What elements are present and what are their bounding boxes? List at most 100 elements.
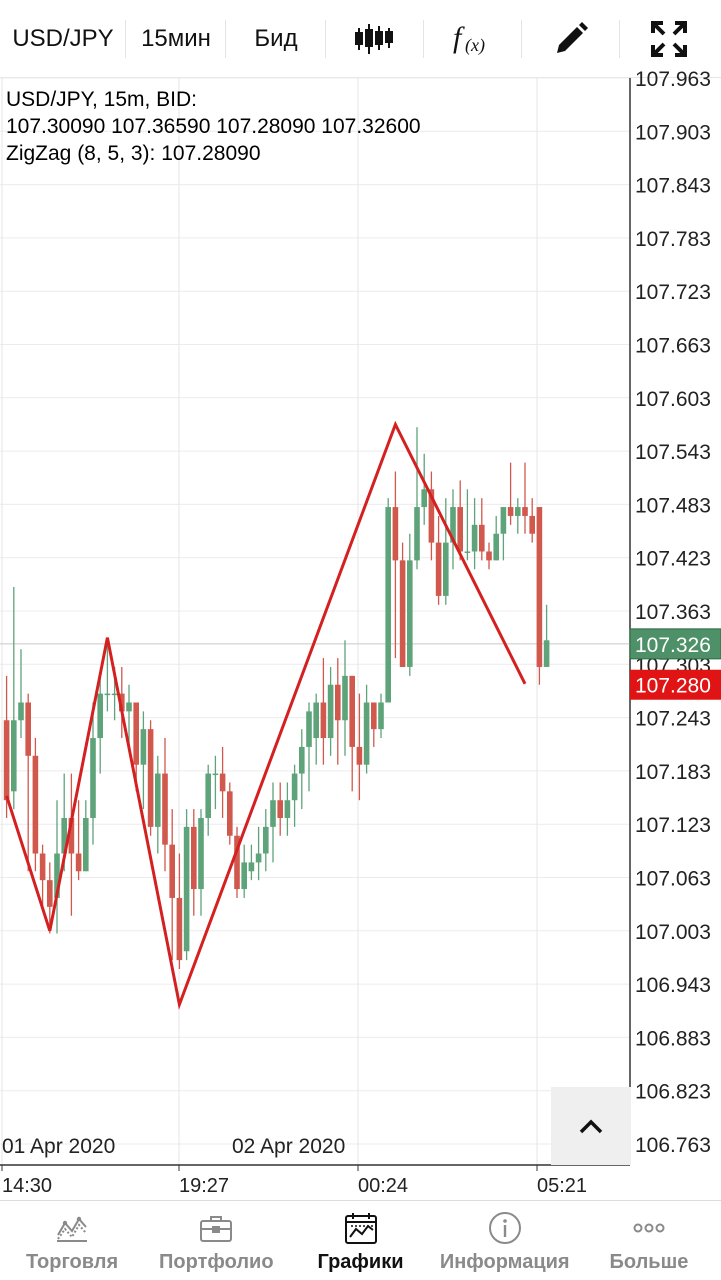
price-axis-label: 107.783 [635, 228, 711, 251]
price-axis: 107.963 107.903 107.843 107.783 107.723 107.6… [629, 68, 721, 1157]
candle-body [90, 738, 96, 818]
candle-body [313, 702, 319, 739]
chart-type-button[interactable] [326, 0, 424, 78]
zigzag-line [5, 420, 527, 1011]
drawing-tools-button[interactable] [522, 0, 620, 78]
candle-body [500, 507, 507, 534]
candle-body [435, 542, 442, 596]
candle-body [284, 800, 291, 818]
candle-body [234, 835, 240, 890]
candle-body [18, 702, 24, 721]
candle-body [522, 507, 528, 516]
candle-body [349, 675, 355, 747]
candle-body [263, 826, 269, 854]
candle-body [198, 817, 204, 890]
candle-body [75, 853, 82, 872]
candle-body [392, 507, 399, 561]
candle-body [147, 729, 154, 827]
candle-body [471, 524, 478, 552]
function-icon: f (x) [453, 21, 485, 56]
chart-info-panel: USD/JPY, 15m, BID: 107.30090 107.36590 1… [6, 86, 421, 167]
price-axis-label: 107.903 [635, 121, 711, 144]
candle-body [11, 720, 17, 792]
price-axis-label: 107.363 [635, 601, 711, 624]
candle-body [169, 844, 175, 898]
price-type-label: Бид [254, 24, 298, 52]
zigzag-value-badge [630, 669, 721, 700]
candle-body [486, 551, 492, 561]
candle-body [270, 800, 276, 827]
price-axis-label: 107.483 [635, 494, 711, 517]
candle-body [191, 826, 197, 890]
candle-body [97, 693, 103, 739]
nav-item-portfolio[interactable]: Портфолио [144, 1201, 288, 1280]
time-axis-label: 19:27 [179, 1175, 229, 1197]
candle-body [241, 862, 247, 890]
candle-body [183, 826, 190, 952]
candle-body [479, 524, 485, 552]
candle-body [327, 684, 334, 739]
price-axis-label: 107.063 [635, 868, 711, 891]
candle-body [68, 817, 75, 854]
more-icon [633, 1223, 665, 1233]
candle-body [140, 729, 147, 765]
candle-body [212, 773, 219, 776]
candle-body [83, 817, 89, 872]
candle-body [385, 507, 391, 703]
candle-body [543, 640, 550, 667]
nav-item-charts[interactable]: Графики [288, 1201, 432, 1280]
date-label: 02 Apr 2020 [232, 1135, 345, 1158]
top-toolbar: USD/JPY 15мин Бид f (x) [0, 0, 721, 78]
candle-body [457, 507, 463, 552]
candle-body [162, 773, 168, 845]
time-axis-label: 14:30 [2, 1175, 52, 1197]
candlestick-icon [355, 23, 393, 54]
candle-body [371, 702, 377, 730]
price-chart[interactable]: 107.963 107.903 107.843 107.783 107.723 107.6… [0, 0, 721, 1200]
candle-body [47, 880, 53, 907]
scroll-to-latest-button[interactable] [551, 1087, 631, 1165]
candle-body [299, 746, 305, 774]
fullscreen-icon [651, 20, 687, 57]
chevron-up-icon [579, 1119, 603, 1134]
candle-body [111, 693, 118, 696]
pencil-icon [557, 21, 588, 53]
candle-body [450, 507, 456, 543]
fullscreen-button[interactable] [620, 0, 718, 78]
candle-body [227, 791, 233, 836]
nav-item-info[interactable]: Информация [433, 1201, 577, 1280]
candle-body [205, 773, 211, 818]
symbol-selector[interactable]: USD/JPY [0, 0, 126, 78]
price-axis-label: 107.843 [635, 175, 711, 198]
period-selector[interactable]: 15мин [126, 0, 226, 78]
briefcase-icon [200, 1216, 233, 1242]
price-axis-label: 106.943 [635, 974, 711, 997]
candle-body [399, 560, 406, 667]
candle-body [133, 702, 139, 765]
candle-body [25, 702, 31, 756]
price-axis-label: 107.963 [635, 68, 711, 91]
nav-label-more: Больше [609, 1251, 689, 1273]
current-bid-value: 107.326 [635, 634, 711, 657]
time-axis: 14:30 19:27 00:24 05:21 01 Apr 2020 02 Apr 20… [1, 1135, 587, 1197]
info-icon [488, 1212, 521, 1244]
candle-body [507, 507, 514, 516]
date-label: 01 Apr 2020 [2, 1135, 115, 1158]
candle-body [39, 853, 46, 881]
nav-item-more[interactable]: Больше [577, 1201, 721, 1280]
candle-body [464, 551, 471, 553]
candle-body [219, 773, 226, 792]
indicators-button[interactable]: f (x) [424, 0, 522, 78]
nav-label-charts: Графики [317, 1251, 404, 1273]
nav-item-trading[interactable]: Торговля [0, 1201, 144, 1280]
candle-body [32, 755, 39, 854]
candle-body [414, 507, 420, 561]
price-axis-label: 106.883 [635, 1027, 711, 1050]
candlestick-series [3, 427, 550, 969]
candle-body [515, 507, 521, 516]
price-type-selector[interactable]: Бид [226, 0, 326, 78]
info-zigzag-line: ZigZag (8, 5, 3): 107.28090 [6, 142, 261, 165]
candle-body [363, 702, 370, 765]
candle-body [306, 711, 312, 747]
symbol-label: USD/JPY [12, 24, 114, 52]
